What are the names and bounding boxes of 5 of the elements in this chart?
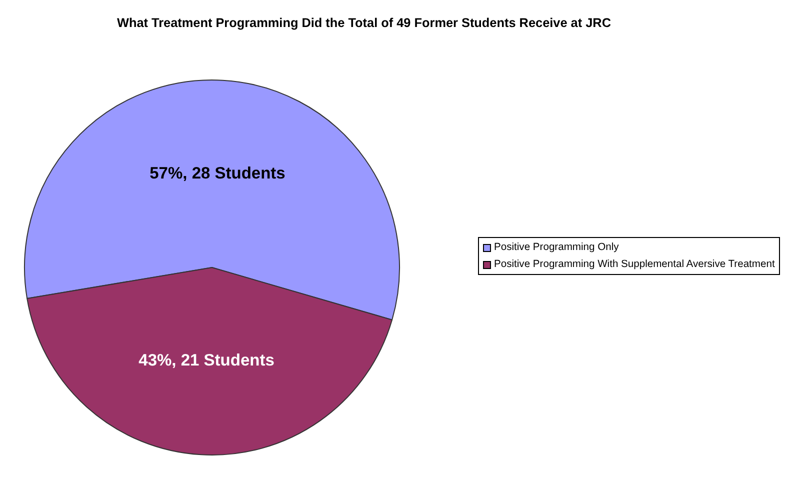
- legend-label: Positive Programming Only: [494, 241, 619, 255]
- legend-label: Positive Programming With Supplemental Aversive Treatment: [494, 258, 775, 272]
- chart-title: What Treatment Programming Did the Total of 49 Former Students Receive at JRC: [116, 16, 612, 30]
- data-label: 43%, 21 Students: [138, 352, 274, 370]
- data-label: 57%, 28 Students: [150, 164, 286, 182]
